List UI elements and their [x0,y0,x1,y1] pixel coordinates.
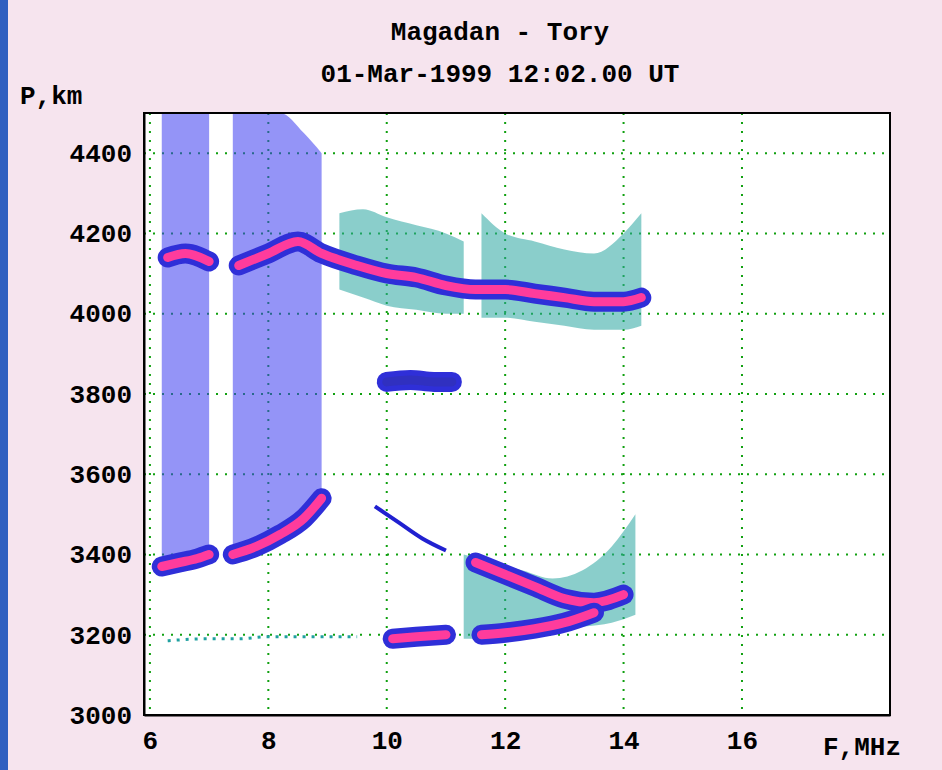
tick: 3800 [70,381,144,411]
plot-area [144,113,890,715]
tick-label: 3600 [70,461,132,491]
tick-label: 3400 [70,541,132,571]
tick: 4200 [70,220,144,250]
trace-halo [168,241,642,301]
tick-label: 4000 [70,300,132,330]
tick-label: 8 [261,727,277,757]
x-axis: 6 8 10 12 14 16 [143,715,891,757]
tick-label: 10 [372,727,403,757]
tick: 8 [261,715,277,757]
plot-frame [144,113,890,715]
trace-halo [387,380,452,382]
tick: 6 [143,715,159,757]
trace [162,498,322,566]
trace-halo [393,613,594,639]
x-axis-title: F,MHz [823,733,901,763]
tick-label: 3200 [70,622,132,652]
tick: 3200 [70,622,144,652]
chart: 6 8 10 12 14 16 3000 3200 3400 3600 3800 4000 4200 44… [0,0,942,770]
tick-label: 6 [143,727,159,757]
trace [375,506,446,550]
trace [387,380,452,382]
tick-label: 4400 [70,140,132,170]
tick: 4000 [70,300,144,330]
border [0,0,8,770]
trace [393,613,594,639]
tick: 3600 [70,461,144,491]
tick: 16 [727,715,758,757]
tick-label: 16 [727,727,758,757]
tick-label: 3800 [70,381,132,411]
trace [168,241,642,301]
subtitle: 01-Mar-1999 12:02.00 UT [321,60,680,90]
grid [144,113,890,715]
trace-halo [476,562,624,602]
background [0,0,942,770]
tick: 3000 [70,702,144,732]
tick-label: 12 [490,727,521,757]
trace-halo [162,498,322,566]
echo-spread [481,213,641,329]
echo-spread [162,113,209,575]
tick-label: 14 [608,727,639,757]
tick-label: 4200 [70,220,132,250]
tick: 12 [490,715,521,757]
marks [162,113,642,641]
echo-spread [233,113,322,558]
tick: 3400 [70,541,144,571]
grid-line [149,113,151,715]
tick: 10 [372,715,403,757]
tick: 4400 [70,140,144,170]
trace [476,562,624,602]
grid-line [386,113,388,715]
tick-label: 3000 [70,702,132,732]
y-axis: 3000 3200 3400 3600 3800 4000 4200 4400 [70,114,145,732]
title: Magadan - Tory [391,18,610,48]
y-axis-title: P,km [20,82,82,112]
grid-line [741,113,743,715]
tick: 14 [608,715,639,757]
trace [168,637,357,641]
grid-line [623,113,625,715]
